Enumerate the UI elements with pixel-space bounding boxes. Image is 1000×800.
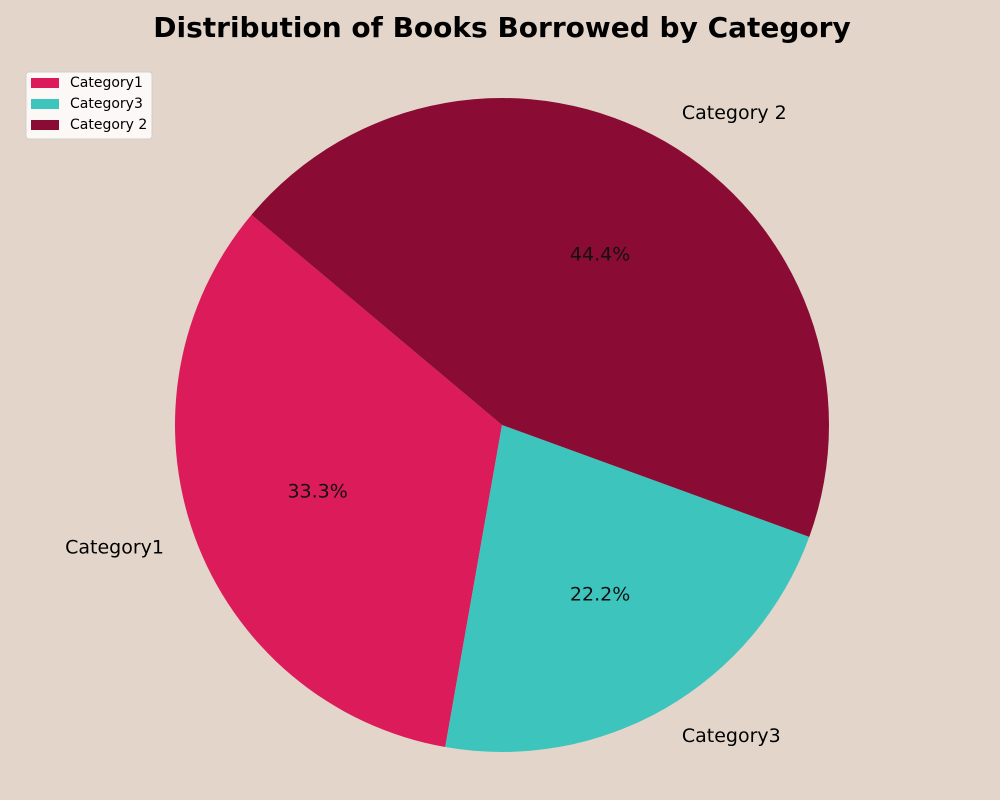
pie-slice-1 [175,214,502,748]
slice-percent-1: 33.3% [287,481,347,503]
legend-items: Category1 Category3 Category 2 [31,75,147,133]
legend-label-1: Category1 [70,75,143,91]
slice-percent-2: 22.2% [570,583,630,605]
slice-label-3: Category 2 [682,102,787,124]
pie-slice-2 [445,425,810,752]
chart-title: Distribution of Books Borrowed by Catego… [153,11,850,44]
percentage-labels: 33.3% 22.2% 44.4% [287,244,630,606]
slice-label-1: Category1 [65,537,164,559]
pie-slice-3 [251,98,829,537]
legend-swatch-2 [31,99,59,109]
pie-slices [175,98,829,752]
slice-label-2: Category3 [682,725,781,747]
legend-label-3: Category 2 [70,117,147,133]
legend-swatch-3 [31,120,59,130]
slice-labels: Category1 Category3 Category 2 [65,102,787,747]
legend-label-2: Category3 [70,96,143,112]
legend: Category1 Category3 Category 2 [25,71,153,140]
slice-percent-3: 44.4% [570,244,630,266]
legend-swatch-1 [31,78,59,88]
